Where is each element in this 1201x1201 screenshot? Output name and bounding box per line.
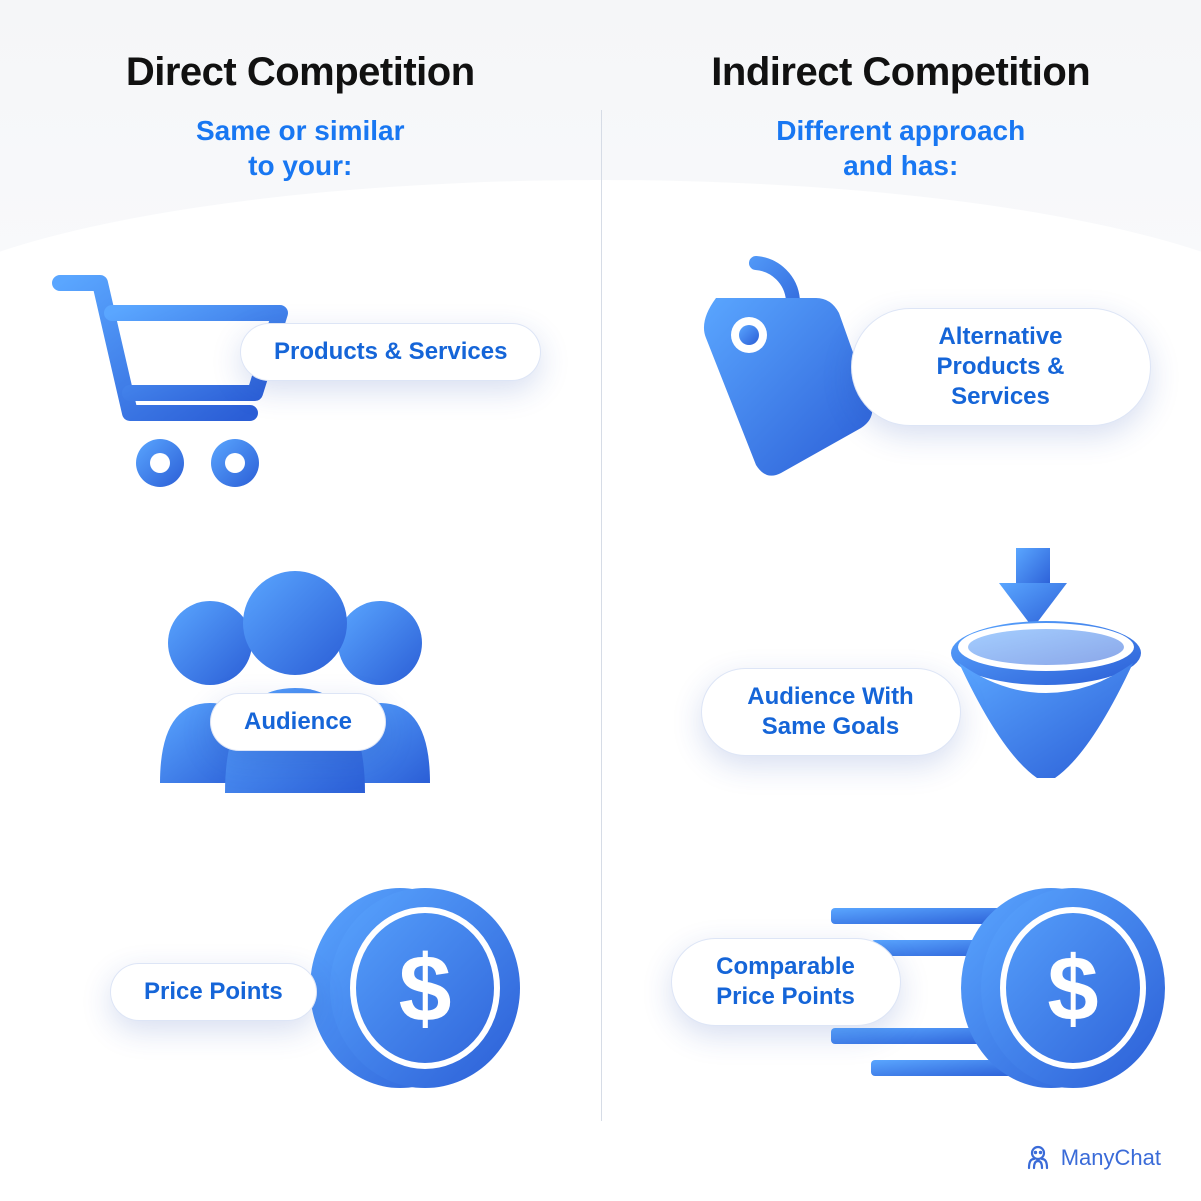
pill-alt-products: AlternativeProducts & Services [851, 308, 1151, 426]
left-subtitle: Same or similarto your: [40, 113, 561, 183]
coin-icon: $ [300, 873, 530, 1103]
cart-icon [50, 263, 310, 503]
manychat-logo: ManyChat [1023, 1143, 1161, 1173]
infographic: Direct Competition Same or similarto you… [0, 0, 1201, 1201]
left-row-1: Products & Services [40, 263, 561, 543]
pill-audience: Audience [210, 693, 386, 751]
right-row-1: AlternativeProducts & Services [641, 263, 1162, 543]
left-title: Direct Competition [40, 50, 561, 95]
pill-products-services: Products & Services [240, 323, 541, 381]
logo-icon [1023, 1143, 1053, 1173]
right-subtitle: Different approachand has: [641, 113, 1162, 183]
svg-text:$: $ [399, 936, 452, 1042]
pill-audience-goals: Audience WithSame Goals [701, 668, 961, 756]
people-icon [130, 563, 460, 803]
right-column: Indirect Competition Different approacha… [601, 0, 1201, 1201]
funnel-icon [941, 543, 1151, 803]
left-row-3: $ Price Points [40, 883, 561, 1163]
pill-comparable-price: ComparablePrice Points [671, 938, 901, 1026]
right-row-3: $ ComparablePrice Points [641, 883, 1162, 1163]
logo-text: ManyChat [1061, 1145, 1161, 1171]
left-column: Direct Competition Same or similarto you… [0, 0, 601, 1201]
svg-text:$: $ [1047, 938, 1098, 1040]
right-title: Indirect Competition [641, 50, 1162, 95]
left-row-2: Audience [40, 573, 561, 853]
right-row-2: Audience WithSame Goals [641, 573, 1162, 853]
pill-price-points: Price Points [110, 963, 317, 1021]
